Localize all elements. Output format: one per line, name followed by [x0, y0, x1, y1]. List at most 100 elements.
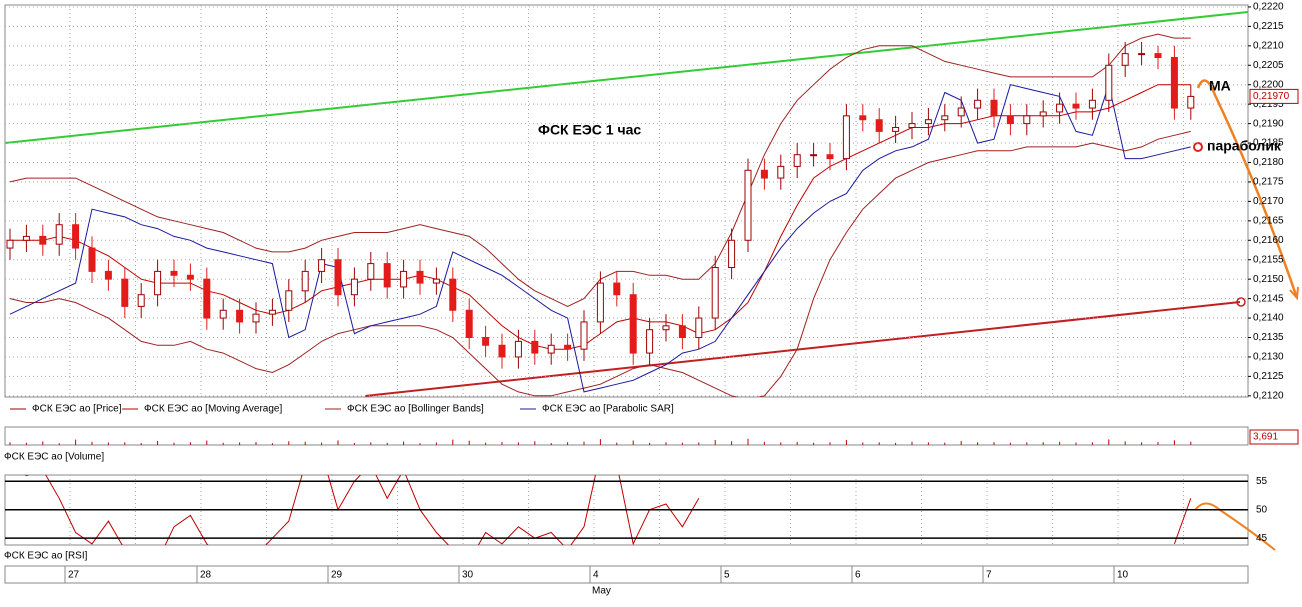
x-tick-label: 27 — [68, 570, 80, 581]
candle-body — [1138, 53, 1146, 56]
candle-body — [170, 270, 178, 276]
arrow-head — [1289, 286, 1299, 301]
candle-body — [990, 99, 998, 117]
candle-body — [252, 313, 260, 323]
candle-body — [88, 247, 96, 272]
time-axis — [4, 565, 1249, 584]
legend-label: ФСК ЕЭС ао [Parabolic SAR] — [542, 404, 674, 415]
candle-body — [1056, 103, 1064, 113]
y-tick-label: 0,2150 — [1253, 274, 1284, 285]
candle-body — [662, 325, 670, 331]
candle-body — [1039, 111, 1047, 117]
price-label: 0,21970 — [1253, 91, 1290, 102]
price-plot — [6, 33, 1195, 397]
candle-body — [875, 119, 883, 132]
x-tick-label: 28 — [200, 570, 212, 581]
candle-body — [449, 278, 457, 311]
candle-body — [219, 309, 227, 319]
candle-body — [1170, 57, 1178, 109]
candle-body — [826, 154, 834, 160]
candle-body — [432, 278, 440, 284]
candle-body — [580, 321, 588, 350]
x-tick-label: 10 — [1117, 570, 1129, 581]
candle-body — [72, 224, 80, 249]
candle-body — [531, 340, 539, 354]
panel-label: ФСК ЕЭС ао [Volume] — [4, 452, 104, 463]
y-tick-label: 0,2205 — [1253, 60, 1284, 71]
candle-body — [498, 344, 506, 358]
candle-body — [318, 259, 326, 272]
x-tick-label: 5 — [724, 570, 730, 581]
y-tick-label: 0,2190 — [1253, 118, 1284, 129]
candle-body — [892, 127, 900, 132]
candle-body — [236, 309, 244, 323]
price-panel — [4, 4, 1249, 398]
y-tick-label: 0,2125 — [1253, 371, 1284, 382]
legend-label: ФСК ЕЭС ао [Bollinger Bands] — [347, 404, 484, 415]
y-tick-label: 0,2145 — [1253, 293, 1284, 304]
y-tick-label: 0,2210 — [1253, 40, 1284, 51]
y-tick-label: 0,2180 — [1253, 157, 1284, 168]
chart-title: ФСК ЕЭС 1 час — [538, 122, 641, 138]
candle-body — [547, 344, 555, 354]
volume-label-box — [1249, 429, 1299, 445]
candle-body — [974, 99, 982, 109]
candle-body — [6, 239, 14, 249]
rsi-tick-label: 55 — [1256, 476, 1268, 487]
candle-body — [1121, 53, 1129, 66]
candle-body — [777, 165, 785, 179]
candle-body — [760, 169, 768, 179]
y-tick-label: 0,2195 — [1253, 99, 1284, 110]
x-tick-label: 29 — [331, 570, 343, 581]
candle-body — [268, 309, 276, 315]
indicator-line — [9, 130, 1191, 397]
legend-label: ФСК ЕЭС ао [Moving Average] — [144, 404, 282, 415]
candle-body — [859, 115, 867, 121]
indicator-line — [9, 82, 1191, 393]
candle-body — [908, 123, 916, 129]
candle-body — [596, 282, 604, 323]
candle-body — [285, 290, 293, 311]
y-tick-label: 0,2185 — [1253, 138, 1284, 149]
candle-body — [957, 107, 965, 117]
candle-body — [744, 169, 752, 241]
y-tick-label: 0,2160 — [1253, 235, 1284, 246]
trend-line-upper — [5, 11, 1248, 144]
annotation: параболик — [1207, 138, 1282, 154]
y-tick-label: 0,2140 — [1253, 313, 1284, 324]
legend-label: ФСК ЕЭС ао [Price] — [32, 404, 122, 415]
panel-label: ФСК ЕЭС ао [RSI] — [4, 551, 88, 562]
candle-body — [1105, 64, 1113, 101]
trend-marker — [1236, 297, 1246, 307]
rsi-tick-label: 50 — [1256, 504, 1268, 515]
candle-body — [646, 329, 654, 354]
candle-body — [564, 344, 572, 350]
candle-body — [629, 294, 637, 354]
candle-body — [22, 235, 30, 241]
annotation: МА — [1209, 78, 1231, 94]
candle-body — [416, 270, 424, 284]
candle-body — [301, 270, 309, 292]
forecast-arrow — [1196, 79, 1299, 299]
candle-body — [678, 325, 686, 339]
candle-body — [1072, 103, 1080, 109]
y-tick-label: 0,2200 — [1253, 79, 1284, 90]
y-tick-label: 0,2165 — [1253, 215, 1284, 226]
candle-body — [1187, 95, 1195, 109]
candle-body — [793, 154, 801, 167]
month-label: May — [592, 586, 611, 597]
candle-body — [1023, 115, 1031, 125]
y-tick-label: 0,2175 — [1253, 177, 1284, 188]
candle-body — [465, 309, 473, 338]
x-tick-label: 6 — [855, 570, 861, 581]
candle-body — [1088, 99, 1096, 109]
candle-body — [941, 115, 949, 121]
candle-body — [334, 259, 342, 296]
candle-body — [924, 119, 932, 125]
candle-body — [55, 224, 63, 245]
candle-body — [1006, 115, 1014, 125]
candle-body — [367, 263, 375, 280]
y-tick-label: 0,2170 — [1253, 196, 1284, 207]
y-tick-label: 0,2120 — [1253, 390, 1284, 401]
